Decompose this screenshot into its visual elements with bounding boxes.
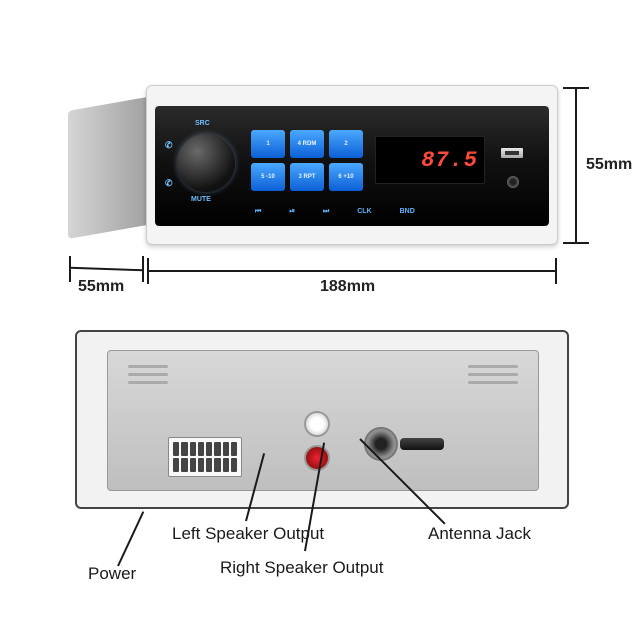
aux-jack[interactable] <box>507 176 519 188</box>
vent-slot <box>128 365 168 368</box>
volume-knob[interactable] <box>177 134 235 192</box>
connector-pin <box>173 458 179 472</box>
rca-left-output[interactable] <box>304 411 330 437</box>
phone-answer-icon: ✆ <box>165 140 173 151</box>
preset-button-grid: 1 4 RDM 2 5 -10 3 RPT 6 +10 <box>251 130 363 191</box>
connector-pin <box>190 442 196 456</box>
preset-button-6[interactable]: 6 +10 <box>329 163 363 191</box>
antenna-jack[interactable] <box>364 427 398 461</box>
frequency-display: 87.5 <box>375 136 485 184</box>
dim-depth-cap-l <box>69 256 71 282</box>
dim-width-cap-l <box>147 258 149 284</box>
chassis-side <box>68 95 158 239</box>
rear-view <box>75 330 565 505</box>
connector-pin <box>214 442 220 456</box>
dim-height-label: 55mm <box>586 156 632 174</box>
front-view: SRC ✆ ✆ MUTE 1 4 RDM 2 5 -10 3 RPT 6 +10… <box>68 85 568 285</box>
rear-chassis <box>75 330 569 509</box>
dim-depth-label: 55mm <box>78 278 124 296</box>
faceplate-inner: SRC ✆ ✆ MUTE 1 4 RDM 2 5 -10 3 RPT 6 +10… <box>155 106 549 226</box>
dim-height-line <box>575 88 577 243</box>
connector-pin <box>223 442 229 456</box>
dim-width-cap-r <box>555 258 557 284</box>
connector-pin <box>173 442 179 456</box>
connector-pin <box>181 458 187 472</box>
vent-slot <box>468 365 518 368</box>
power-connector[interactable] <box>168 437 242 477</box>
connector-pin <box>231 458 237 472</box>
rear-panel <box>107 350 539 491</box>
connector-pin <box>181 442 187 456</box>
connector-pin <box>198 442 204 456</box>
dim-height-cap-t <box>563 87 589 89</box>
play-pause-button[interactable]: ⏯ <box>289 208 295 216</box>
dim-width-line <box>148 270 556 272</box>
connector-pin <box>214 458 220 472</box>
clock-button[interactable]: CLK <box>357 208 371 216</box>
callout-antenna: Antenna Jack <box>428 524 531 544</box>
connector-pin <box>190 458 196 472</box>
preset-button-4[interactable]: 4 RDM <box>290 130 324 158</box>
callout-left-speaker: Left Speaker Output <box>172 524 324 544</box>
phone-hangup-icon: ✆ <box>165 178 173 189</box>
stereo-faceplate: SRC ✆ ✆ MUTE 1 4 RDM 2 5 -10 3 RPT 6 +10… <box>146 85 558 245</box>
usb-port[interactable] <box>501 148 523 158</box>
preset-button-2[interactable]: 2 <box>329 130 363 158</box>
preset-button-1[interactable]: 1 <box>251 130 285 158</box>
connector-pin <box>206 458 212 472</box>
prev-track-button[interactable]: ⏮ <box>255 208 261 216</box>
rca-right-output[interactable] <box>304 445 330 471</box>
bottom-button-row: ⏮ ⏯ ⏭ CLK BND <box>255 208 415 216</box>
connector-pin <box>223 458 229 472</box>
antenna-cable <box>400 438 444 450</box>
pointer-power <box>117 511 144 566</box>
vent-slot <box>468 373 518 376</box>
next-track-button[interactable]: ⏭ <box>323 208 329 216</box>
dim-width-label: 188mm <box>320 278 375 296</box>
vent-slot <box>468 381 518 384</box>
preset-button-5[interactable]: 5 -10 <box>251 163 285 191</box>
band-button[interactable]: BND <box>400 208 415 216</box>
vent-slot <box>128 373 168 376</box>
preset-button-3[interactable]: 3 RPT <box>290 163 324 191</box>
knob-bottom-label: MUTE <box>191 196 211 203</box>
callout-power: Power <box>88 564 136 584</box>
frequency-readout: 87.5 <box>421 148 478 173</box>
dim-height-cap-b <box>563 242 589 244</box>
dim-depth-cap-r <box>142 256 144 282</box>
connector-pin <box>206 442 212 456</box>
vent-slot <box>128 381 168 384</box>
callout-right-speaker: Right Speaker Output <box>220 558 383 578</box>
connector-pin <box>198 458 204 472</box>
connector-pin <box>231 442 237 456</box>
knob-top-label: SRC <box>195 120 210 127</box>
